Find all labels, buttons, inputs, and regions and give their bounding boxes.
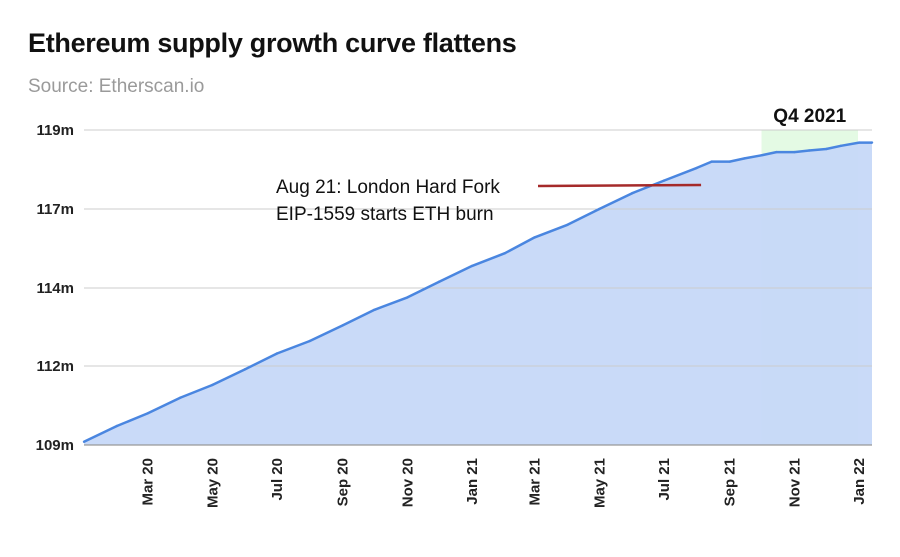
x-tick-label: May 21 — [591, 458, 608, 508]
data-point — [695, 166, 698, 170]
data-point — [373, 308, 376, 311]
x-tick-label: Mar 21 — [527, 458, 544, 506]
x-tick-label: Nov 20 — [399, 458, 416, 507]
y-tick-label: 109m — [36, 437, 74, 454]
data-point — [760, 154, 763, 157]
y-tick-label: 119m — [36, 122, 74, 139]
data-point — [115, 424, 119, 428]
chart-title: Ethereum supply growth curve flattens — [28, 28, 517, 58]
x-tick-label: Mar 20 — [140, 458, 157, 506]
data-point — [82, 440, 86, 443]
x-tick-label: Jul 20 — [269, 458, 286, 501]
annotation-text-line: EIP-1559 starts ETH burn — [276, 204, 494, 225]
data-point — [662, 179, 666, 182]
data-point — [825, 147, 828, 151]
chart-subtitle: Source: Etherscan.io — [28, 76, 205, 97]
data-point — [438, 280, 441, 283]
data-point — [406, 296, 409, 299]
data-point — [308, 339, 311, 343]
data-point — [808, 149, 811, 152]
data-point — [743, 157, 746, 160]
data-point — [775, 150, 778, 154]
data-point — [566, 223, 569, 226]
annotation-text-line: Aug 21: London Hard Fork — [276, 177, 500, 198]
data-point — [728, 160, 731, 163]
x-tick-label: Sep 21 — [722, 458, 739, 506]
x-tick-label: Jan 22 — [851, 458, 868, 505]
data-point — [793, 150, 796, 154]
y-tick-label: 117m — [36, 201, 74, 218]
highlight-region-label: Q4 2021 — [773, 106, 846, 127]
grid-layer — [84, 129, 872, 446]
y-axis: 109m 112m 114m 117m 119m — [36, 122, 74, 454]
line-layer — [82, 141, 874, 443]
area-layer — [84, 142, 872, 445]
data-point — [211, 383, 214, 387]
data-point — [533, 236, 536, 239]
data-point — [179, 396, 182, 399]
data-point — [598, 207, 601, 211]
annotation-line — [537, 183, 702, 188]
x-tick-label: Jul 21 — [656, 458, 673, 501]
x-axis: Mar 20 May 20 Jul 20 Sep 20 Nov 20 Jan 21 Mar … — [140, 458, 868, 508]
data-point — [870, 141, 874, 144]
data-point — [341, 324, 344, 327]
data-point — [631, 192, 634, 195]
data-point — [275, 352, 279, 355]
y-tick-label: 114m — [36, 280, 74, 297]
data-point — [839, 144, 843, 147]
x-tick-label: Jan 21 — [464, 458, 481, 505]
x-tick-label: Sep 20 — [335, 458, 352, 506]
y-tick-label: 112m — [36, 358, 74, 375]
data-point — [244, 368, 247, 371]
data-point — [146, 412, 149, 415]
data-point — [857, 141, 861, 144]
data-point — [470, 264, 474, 268]
data-point — [710, 160, 713, 163]
annotation-layer: Aug 21: London Hard Fork EIP-1559 starts … — [276, 177, 702, 225]
data-point — [503, 252, 507, 255]
x-tick-label: Nov 21 — [786, 458, 803, 507]
supply-area — [84, 142, 872, 445]
x-tick-label: May 20 — [204, 458, 221, 508]
